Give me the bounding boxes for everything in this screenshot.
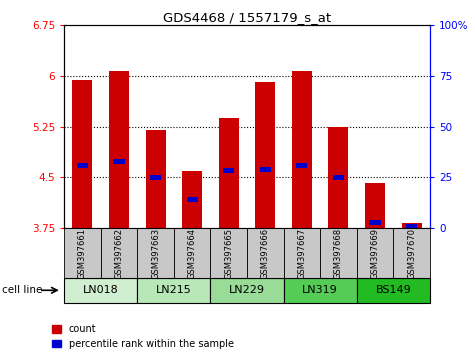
Bar xyxy=(150,175,161,180)
Bar xyxy=(137,278,210,303)
Bar xyxy=(109,71,129,228)
Bar xyxy=(255,82,276,228)
Bar xyxy=(328,127,349,228)
Bar xyxy=(182,171,202,228)
Text: GSM397668: GSM397668 xyxy=(334,228,343,279)
Text: LN018: LN018 xyxy=(83,285,119,295)
Text: cell line: cell line xyxy=(2,285,43,295)
Text: GSM397662: GSM397662 xyxy=(114,228,124,279)
Bar xyxy=(393,228,430,278)
Text: GSM397666: GSM397666 xyxy=(261,228,270,279)
Bar xyxy=(370,220,380,224)
Bar xyxy=(210,228,247,278)
Text: GSM397665: GSM397665 xyxy=(224,228,233,279)
Bar xyxy=(357,228,393,278)
Bar xyxy=(145,130,166,228)
Bar xyxy=(64,278,137,303)
Text: GSM397667: GSM397667 xyxy=(297,228,306,279)
Bar xyxy=(101,228,137,278)
Text: GSM397663: GSM397663 xyxy=(151,228,160,279)
Bar xyxy=(64,228,101,278)
Bar xyxy=(210,278,284,303)
Text: GSM397661: GSM397661 xyxy=(78,228,87,279)
Bar xyxy=(260,167,271,172)
Text: GSM397664: GSM397664 xyxy=(188,228,197,279)
Text: LN319: LN319 xyxy=(302,285,338,295)
Text: LN215: LN215 xyxy=(156,285,192,295)
Bar xyxy=(292,71,312,228)
Bar xyxy=(137,228,174,278)
Bar xyxy=(72,80,93,228)
Bar xyxy=(114,159,124,164)
Bar xyxy=(296,163,307,167)
Text: GSM397670: GSM397670 xyxy=(407,228,416,279)
Bar xyxy=(77,163,88,167)
Bar xyxy=(357,278,430,303)
Bar xyxy=(218,118,239,228)
Bar xyxy=(284,278,357,303)
Legend: count, percentile rank within the sample: count, percentile rank within the sample xyxy=(52,324,234,349)
Bar xyxy=(365,183,385,228)
Bar xyxy=(401,223,422,228)
Text: BS149: BS149 xyxy=(375,285,411,295)
Text: GSM397669: GSM397669 xyxy=(370,228,380,279)
Bar xyxy=(333,175,344,180)
Bar xyxy=(284,228,320,278)
Bar xyxy=(320,228,357,278)
Bar xyxy=(174,228,210,278)
Bar xyxy=(247,228,284,278)
Bar xyxy=(406,224,417,229)
Bar xyxy=(187,198,198,202)
Bar xyxy=(223,168,234,173)
Title: GDS4468 / 1557179_s_at: GDS4468 / 1557179_s_at xyxy=(163,11,331,24)
Text: LN229: LN229 xyxy=(229,285,265,295)
